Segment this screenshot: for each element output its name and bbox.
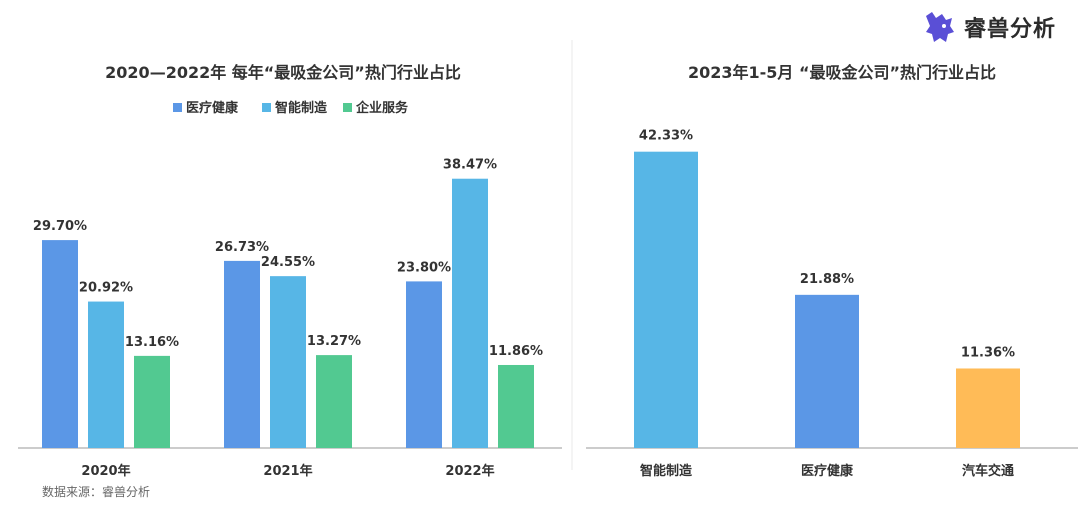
category-label: 医疗健康 — [801, 463, 854, 479]
legend-label: 企业服务 — [355, 100, 409, 116]
legend-label: 医疗健康 — [186, 100, 239, 116]
bar-value-label: 23.80% — [397, 260, 451, 275]
bar-value-label: 26.73% — [215, 240, 269, 255]
legend-swatch — [173, 103, 182, 112]
brand-name: 睿兽分析 — [963, 17, 1056, 42]
bar — [498, 364, 534, 448]
bar — [134, 355, 170, 448]
bar — [406, 281, 442, 448]
legend-swatch — [343, 103, 352, 112]
bar — [224, 260, 260, 448]
bar-value-label: 42.33% — [639, 129, 693, 144]
left-bars: 29.70% 20.92% 13.16% 2020年 26.73%24.55% 13.27… — [33, 158, 543, 479]
bar-value-label: 38.47% — [443, 158, 497, 173]
legend-swatch — [262, 103, 271, 112]
bar — [795, 294, 859, 448]
bar — [634, 151, 698, 448]
category-label: 2021年 — [263, 463, 312, 479]
bar-value-label: 20.92% — [79, 281, 133, 296]
left-chart-title: 2020—2022年 每年“最吸金公司”热门行业占比 — [105, 63, 461, 82]
bar — [956, 368, 1020, 448]
beast-icon — [925, 12, 954, 42]
bar — [88, 301, 124, 448]
bar-value-label: 11.36% — [961, 345, 1015, 360]
left-legend: 医疗健康 智能制造 企业服务 — [173, 100, 409, 116]
category-label: 2022年 — [445, 463, 494, 479]
bar — [452, 178, 488, 448]
bar-value-label: 24.55% — [261, 255, 315, 270]
bar-value-label: 21.88% — [800, 272, 854, 287]
left-chart: 2020—2022年 每年“最吸金公司”热门行业占比 医疗健康 智能制造 企业服务 … — [18, 63, 562, 479]
data-source-note: 数据来源：睿兽分析 — [42, 485, 151, 499]
right-bars: 42.33% 智能制造 21.88% 医疗健康 11.36% 汽车交通 — [634, 129, 1020, 479]
bar — [270, 276, 306, 448]
bar-value-label: 29.70% — [33, 219, 87, 234]
right-chart: 2023年1-5月 “最吸金公司”热门行业占比 42.33% 智能制造 21.88%… — [586, 63, 1078, 479]
category-label: 2020年 — [81, 463, 130, 479]
bar-value-label: 11.86% — [489, 344, 543, 359]
bar-value-label: 13.16% — [125, 335, 179, 350]
right-chart-title: 2023年1-5月 “最吸金公司”热门行业占比 — [688, 63, 996, 82]
legend-label: 智能制造 — [275, 100, 328, 116]
category-label: 智能制造 — [640, 463, 693, 479]
bar-value-label: 13.27% — [307, 334, 361, 349]
category-label: 汽车交通 — [962, 463, 1014, 479]
bar — [316, 355, 352, 448]
brand-logo: 睿兽分析 — [922, 10, 1056, 44]
bar — [42, 240, 78, 448]
